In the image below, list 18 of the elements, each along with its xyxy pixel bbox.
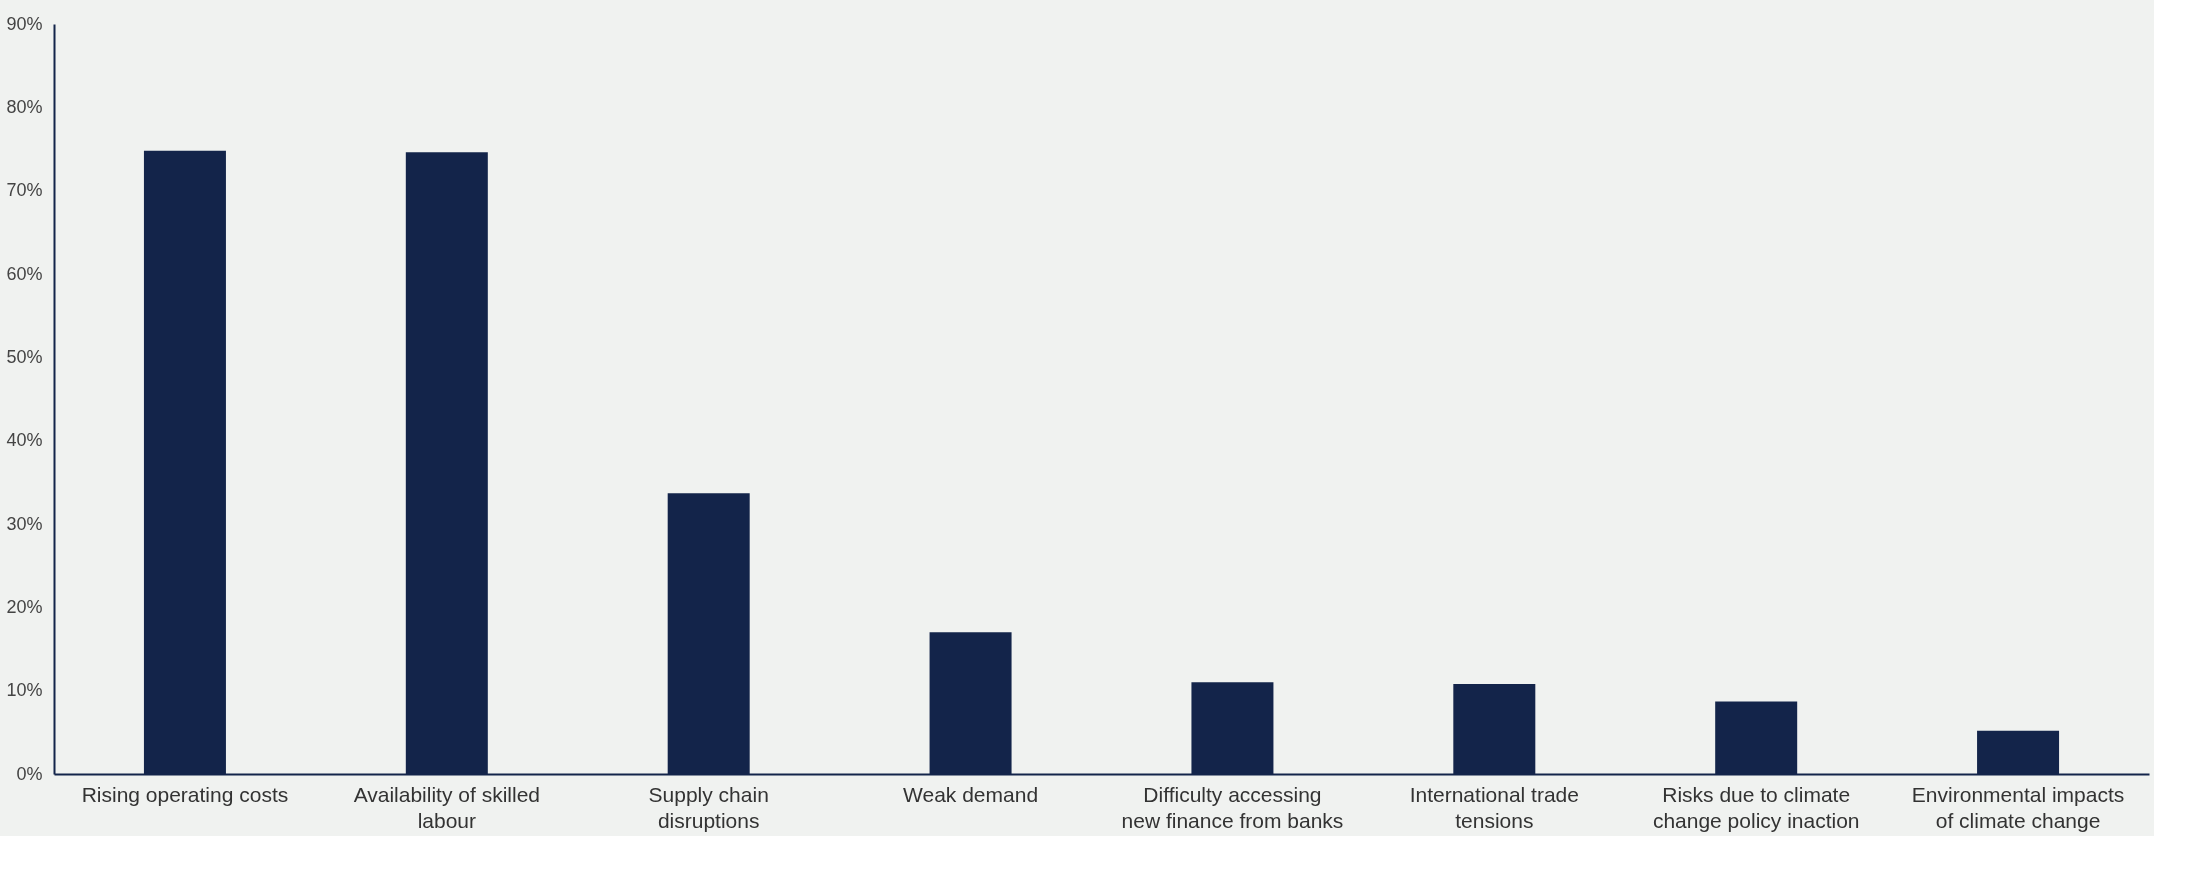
y-tick-label: 80%	[6, 96, 43, 117]
y-tick-label: 0%	[16, 763, 43, 784]
x-tick-label: Availability of skilled labour	[353, 782, 540, 832]
y-tick-label: 10%	[6, 680, 43, 701]
x-tick-label: International trade tensions	[1409, 782, 1579, 832]
y-tick-label: 30%	[6, 513, 43, 534]
x-tick-label: Supply chain disruptions	[648, 782, 769, 832]
y-tick-label: 50%	[6, 346, 43, 367]
y-tick-label: 70%	[6, 180, 43, 201]
y-tick-label: 20%	[6, 596, 43, 617]
x-tick-label: Risks due to climate change policy inaction	[1652, 782, 1860, 832]
y-tick-label: 90%	[6, 13, 43, 34]
x-tick-label: Weak demand	[903, 782, 1039, 806]
x-tick-label: Rising operating costs	[81, 782, 289, 806]
x-tick-label: Difficulty accessing new finance from banks	[1121, 782, 1344, 832]
x-tick-label: Environmental impacts of climate change	[1911, 782, 2125, 832]
y-tick-label: 40%	[6, 430, 43, 451]
y-tick-label: 60%	[6, 263, 43, 284]
